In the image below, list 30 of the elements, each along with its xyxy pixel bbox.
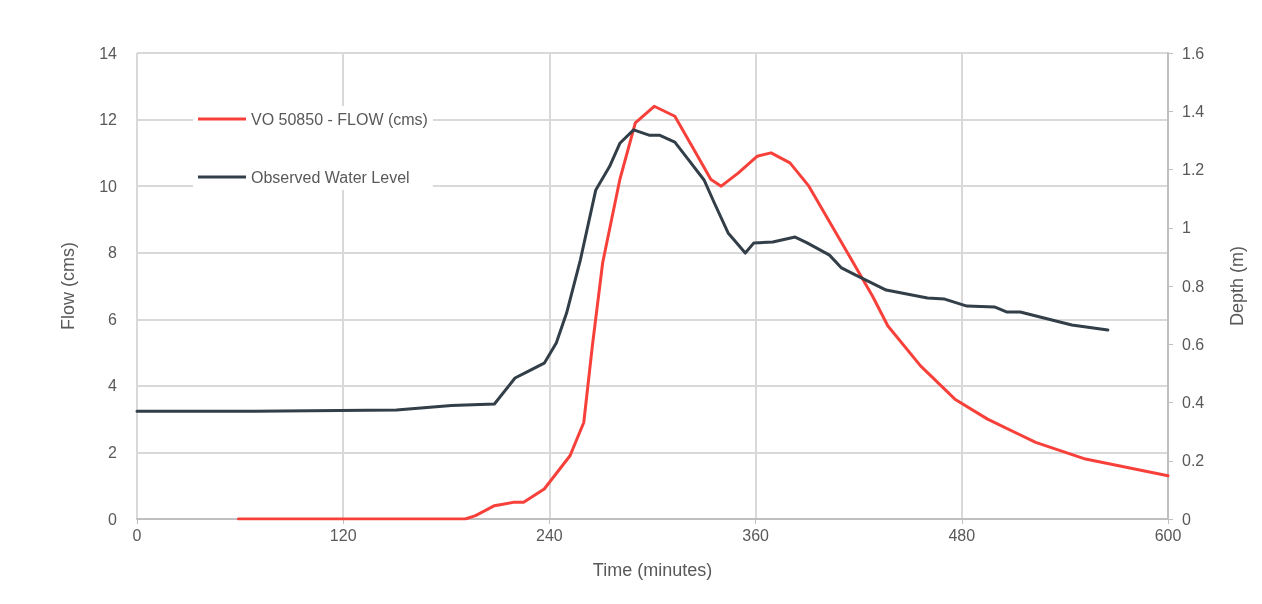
y2-tick-label: 1 — [1182, 219, 1191, 237]
y-tick-label: 10 — [99, 177, 118, 195]
x-tick-label: 240 — [536, 526, 563, 544]
y-tick-label: 14 — [99, 44, 118, 62]
x-tick-label: 600 — [1154, 526, 1182, 544]
y2-axis-title: Depth (m) — [1227, 245, 1247, 327]
y2-tick-label: 0.4 — [1182, 394, 1205, 411]
y-tick-label: 12 — [99, 111, 118, 129]
legend-label: Observed Water Level — [251, 168, 410, 186]
y-tick-label: 8 — [108, 244, 118, 262]
y-tick-label: 0 — [108, 510, 118, 528]
x-tick-label: 0 — [132, 526, 142, 544]
y2-tick-label: 0 — [1182, 510, 1191, 528]
x-tick-label: 360 — [742, 526, 770, 544]
y-tick-label: 4 — [108, 377, 118, 395]
x-tick-label: 120 — [329, 526, 357, 544]
y-tick-label: 2 — [108, 443, 118, 461]
x-axis-title: Time (minutes) — [592, 560, 713, 580]
y2-tick-label: 1.2 — [1182, 161, 1205, 178]
x-tick-label: 480 — [948, 526, 976, 544]
y2-tick-label: 1.6 — [1182, 44, 1205, 62]
y-axis-title: Flow (cms) — [58, 242, 78, 330]
y-tick-label: 6 — [108, 310, 118, 328]
line-series — [236, 104, 1170, 521]
y2-tick-label: 1.4 — [1182, 102, 1205, 120]
line-series — [135, 128, 1110, 413]
y2-tick-label: 0.8 — [1182, 277, 1205, 295]
y2-tick-label: 0.2 — [1182, 452, 1205, 470]
y2-tick-label: 0.6 — [1182, 335, 1205, 353]
legend-label: VO 50850 - FLOW (cms) — [251, 110, 428, 128]
